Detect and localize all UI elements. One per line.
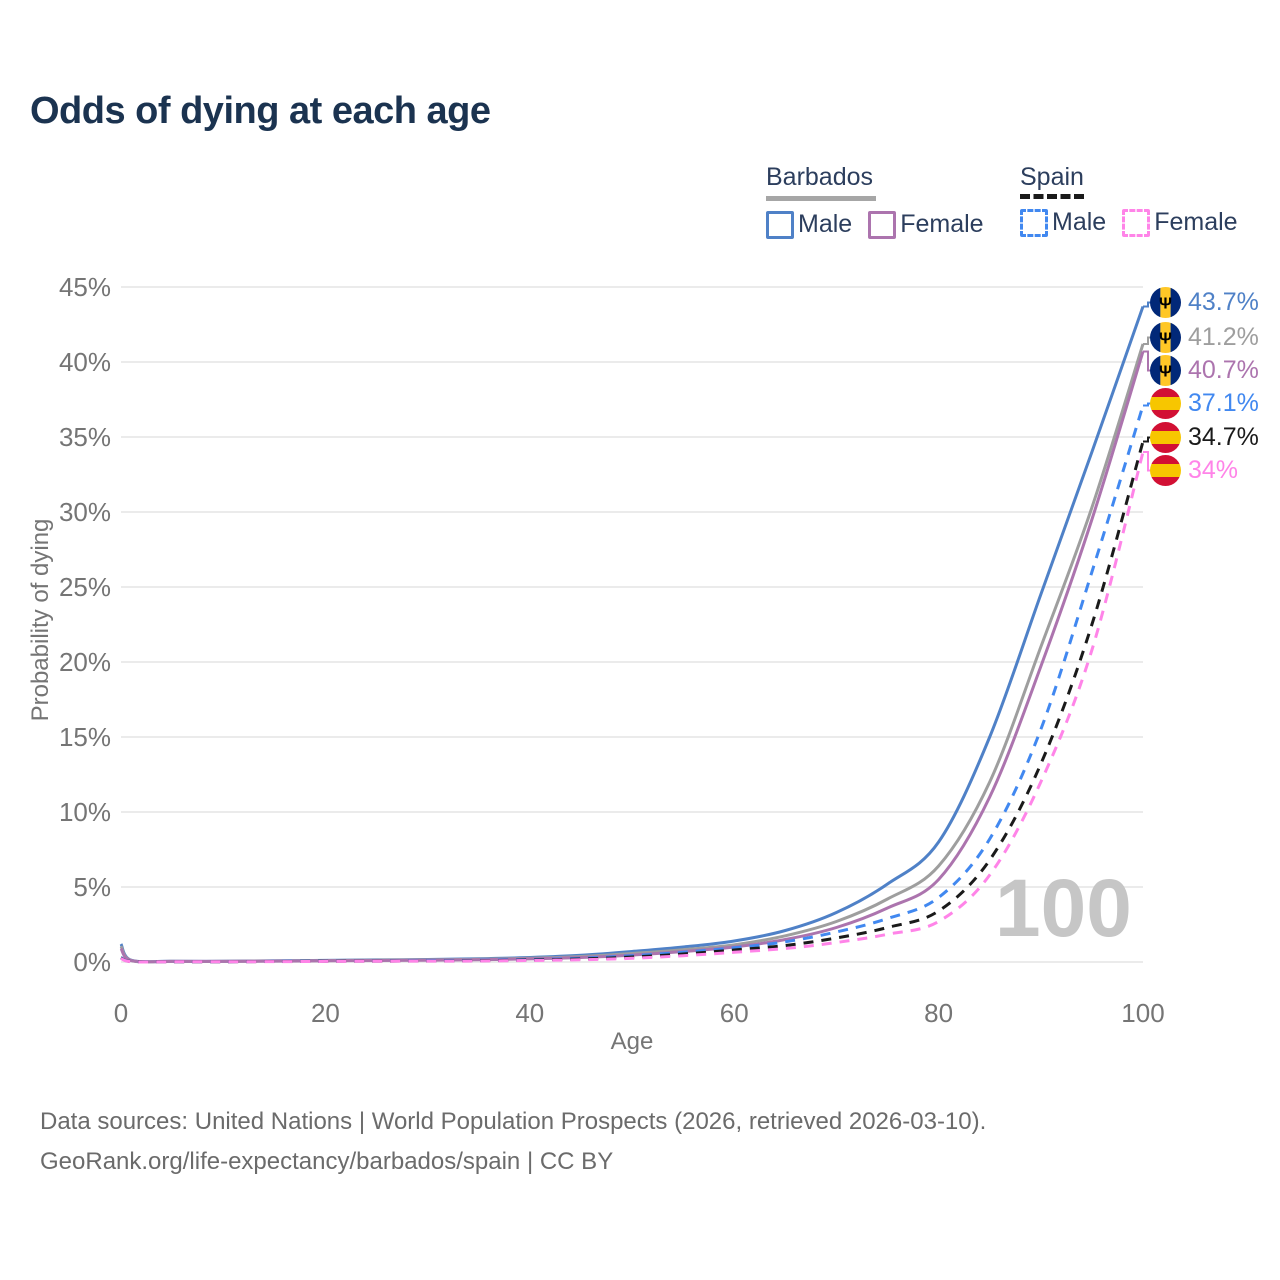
end-label-spain-both: 34.7% [1150, 422, 1259, 453]
series-line-barbados-female [119, 351, 1145, 964]
y-tick-label: 40% [59, 347, 111, 377]
end-value: 41.2% [1188, 323, 1259, 351]
y-axis-title: Probability of dying [27, 518, 54, 722]
spain-flag-icon [1150, 455, 1181, 486]
legend-label: Female [1154, 208, 1238, 236]
legend-underline-barbados [766, 196, 876, 201]
barbados-flag-icon: Ψ [1150, 322, 1181, 353]
end-label-barbados-female: Ψ 40.7% [1150, 355, 1259, 386]
x-tick-label: 80 [924, 998, 953, 1028]
end-value: 43.7% [1188, 288, 1259, 316]
legend-item-barbados-female[interactable]: Female [868, 210, 984, 239]
legend-country-spain: Spain [1020, 163, 1084, 191]
legend-country-barbados: Barbados [766, 163, 874, 191]
legend-underline-spain [1020, 194, 1084, 199]
end-value: 34% [1188, 456, 1239, 484]
legend-label: Male [798, 210, 853, 238]
watermark-age-100: 100 [995, 863, 1132, 954]
spain-flag-icon [1150, 388, 1181, 419]
barbados-male-swatch-icon [766, 210, 794, 239]
footer-attribution: GeoRank.org/life-expectancy/barbados/spa… [40, 1148, 614, 1175]
y-tick-label: 30% [59, 497, 111, 527]
barbados-flag-icon: Ψ [1150, 287, 1181, 318]
legend-item-barbados-male[interactable]: Male [766, 210, 852, 239]
x-tick-label: 40 [515, 998, 544, 1028]
svg-text:Ψ: Ψ [1159, 296, 1172, 313]
series-line-spain-male [120, 405, 1145, 964]
y-tick-label: 25% [59, 572, 111, 602]
y-tick-label: 5% [73, 872, 111, 902]
footer-data-sources: Data sources: United Nations | World Pop… [40, 1108, 987, 1135]
spain-flag-icon [1150, 422, 1181, 453]
end-label-barbados-both: Ψ 41.2% [1150, 322, 1259, 353]
svg-text:Ψ: Ψ [1159, 331, 1172, 348]
x-tick-label: 60 [720, 998, 749, 1028]
x-tick-label: 0 [114, 998, 128, 1028]
spain-female-swatch-icon [1122, 208, 1151, 237]
spain-male-swatch-icon [1020, 208, 1048, 237]
y-tick-label: 35% [59, 422, 111, 452]
legend-group-barbados: Barbados Male Female [766, 163, 984, 239]
legend-group-spain: Spain Male Female [1020, 163, 1238, 237]
svg-text:Ψ: Ψ [1159, 364, 1172, 381]
legend-label: Male [1052, 208, 1107, 236]
legend-item-spain-female[interactable]: Female [1122, 208, 1238, 237]
end-label-spain-male: 37.1% [1150, 388, 1259, 419]
series-line-barbados-male [119, 306, 1145, 964]
x-tick-label: 20 [311, 998, 340, 1028]
x-tick-label: 100 [1121, 998, 1164, 1028]
y-tick-label: 10% [59, 797, 111, 827]
barbados-female-swatch-icon [868, 210, 897, 239]
end-value: 37.1% [1188, 389, 1259, 417]
legend-item-spain-male[interactable]: Male [1020, 208, 1106, 237]
series-line-spain-female [120, 451, 1145, 964]
x-axis-title: Age [610, 1028, 654, 1055]
y-tick-label: 15% [59, 722, 111, 752]
end-value: 34.7% [1188, 423, 1259, 451]
y-tick-label: 0% [73, 947, 111, 977]
y-tick-label: 20% [59, 647, 111, 677]
end-label-barbados-male: Ψ 43.7% [1150, 287, 1259, 318]
barbados-flag-icon: Ψ [1150, 355, 1181, 386]
end-value: 40.7% [1188, 356, 1259, 384]
end-label-spain-female: 34% [1150, 455, 1238, 486]
legend-label: Female [900, 210, 984, 238]
series-line-spain-both-sexes [120, 441, 1145, 964]
page-title: Odds of dying at each age [30, 90, 491, 132]
y-tick-label: 45% [59, 272, 111, 302]
